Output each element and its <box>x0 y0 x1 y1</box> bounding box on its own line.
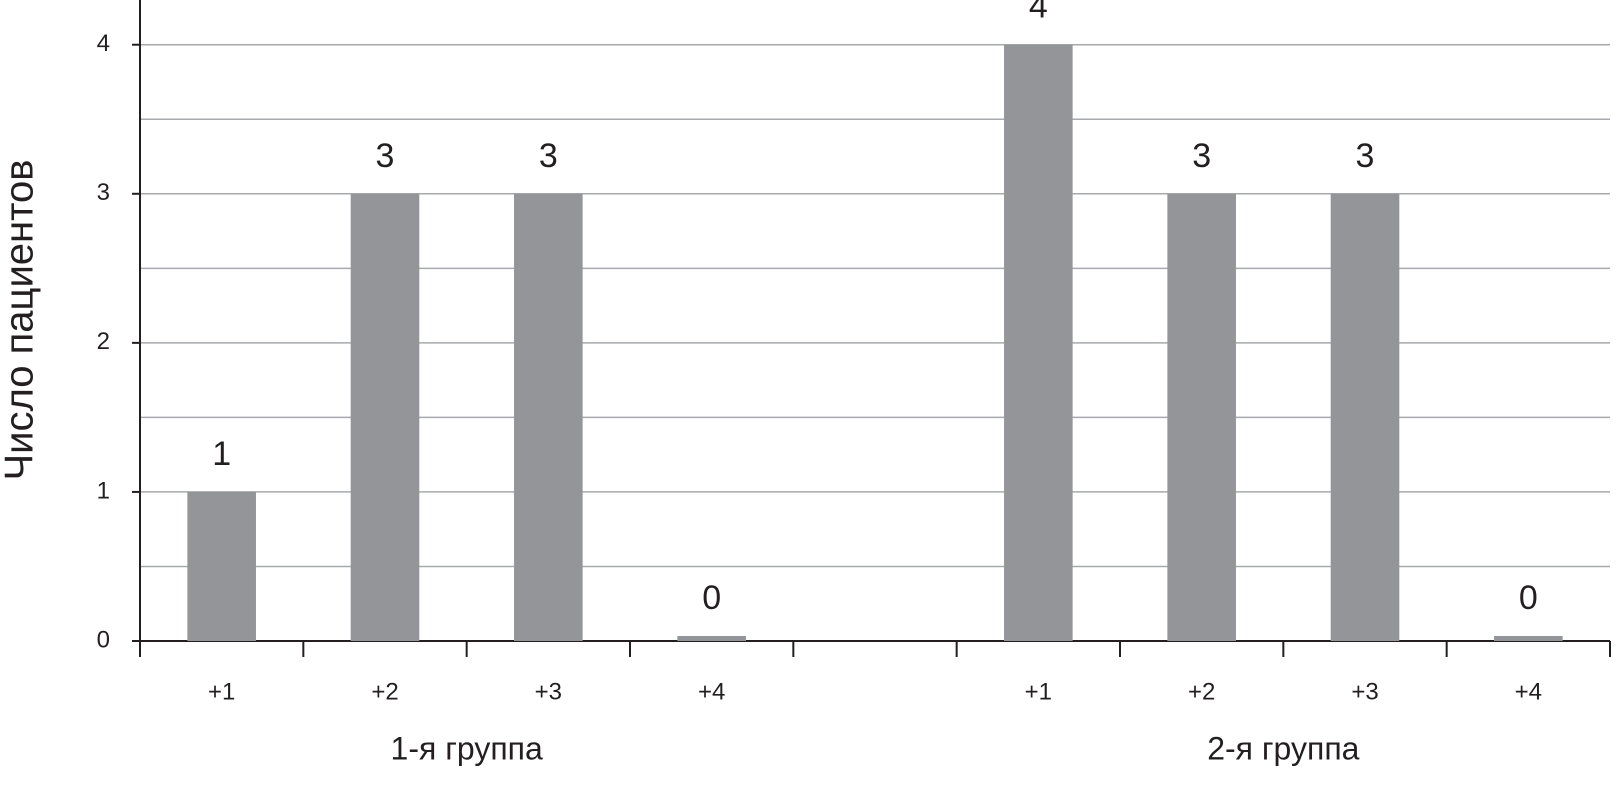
y-tick-label: 0 <box>97 626 110 653</box>
x-tick-label: +3 <box>535 678 562 705</box>
y-tick-label: 4 <box>97 30 110 57</box>
data-label: 3 <box>539 137 558 175</box>
data-label: 3 <box>1356 137 1375 175</box>
x-tick-label: +4 <box>1515 678 1542 705</box>
x-tick-label: +3 <box>1351 678 1378 705</box>
x-tick-label: +1 <box>1025 678 1052 705</box>
data-label: 4 <box>1029 0 1048 26</box>
y-tick-label: 3 <box>97 179 110 206</box>
bar <box>187 491 256 641</box>
bar <box>677 636 746 641</box>
group-label: 2-я группа <box>1207 730 1359 766</box>
data-label: 0 <box>702 579 721 617</box>
data-label: 1 <box>212 435 231 473</box>
bar <box>1004 44 1073 641</box>
x-tick-label: +4 <box>698 678 725 705</box>
y-tick-label: 1 <box>97 477 110 504</box>
bar <box>1167 193 1236 641</box>
group-label: 1-я группа <box>391 730 543 766</box>
data-label: 3 <box>376 137 395 175</box>
bar <box>1494 636 1563 641</box>
bar <box>350 193 420 641</box>
x-tick-label: +2 <box>371 678 398 705</box>
y-axis-label: Число пациентов <box>0 159 42 480</box>
y-tick-label: 2 <box>97 328 110 355</box>
x-tick-label: +1 <box>208 678 235 705</box>
x-tick-label: +2 <box>1188 678 1215 705</box>
data-label: 3 <box>1192 137 1211 175</box>
bar <box>1330 193 1400 641</box>
data-label: 0 <box>1519 579 1538 617</box>
bar <box>514 193 583 641</box>
